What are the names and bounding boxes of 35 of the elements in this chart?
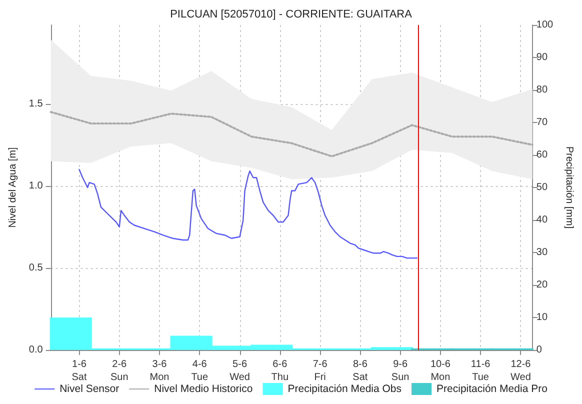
y-tick-label: 0.5 — [28, 262, 44, 274]
y-tick-label: 1.0 — [28, 180, 44, 192]
y-axis-title: Nivel del Agua [m] — [8, 146, 18, 228]
chart-title: PILCUAN [52057010] - CORRIENTE: GUAITARA — [170, 8, 413, 20]
y2-tick-label: 80 — [536, 84, 548, 96]
y2-axis-title: Precipitación [mm] — [564, 146, 574, 229]
x-tick-label: 4-6 Tue — [191, 359, 208, 383]
legend-label: Nivel Sensor — [60, 383, 120, 395]
y2-tick-label: 100 — [536, 20, 554, 30]
x-tick-label: 7-6 Fri — [312, 359, 328, 383]
x-tick-label: 3-6 Mon — [150, 359, 170, 383]
y2-tick-label: 20 — [536, 280, 548, 290]
y2-tick-label: 60 — [536, 150, 548, 160]
x-tick-label: 1-6 Sat — [72, 359, 87, 383]
x-tick-label: 6-6 Thu — [271, 359, 289, 383]
y-tick-label: 0.0 — [28, 344, 44, 356]
y-tick-label: 1.5 — [28, 98, 44, 110]
x-tick-label: 10-6 Mon — [430, 359, 451, 383]
x-tick-label: 5-6 Wed — [230, 359, 250, 383]
legend-label: Precipitación Media Pro — [436, 383, 548, 395]
y2-tick-label: 0 — [536, 344, 542, 356]
x-tick-label: 11-6 Tue — [470, 359, 491, 383]
y2-tick-label: 90 — [536, 52, 548, 63]
line-series — [50, 110, 534, 158]
legend-label: Precipitación Media Obs — [288, 383, 402, 395]
x-tick-label: 12-6 Wed — [510, 359, 532, 383]
y2-tick-label: 40 — [536, 214, 548, 226]
x-tick-label: 9-6 Sun — [391, 359, 410, 383]
legend-label: Nivel Medio Historico — [154, 383, 253, 395]
y2-tick-label: 50 — [536, 182, 548, 193]
y2-tick-label: 30 — [536, 247, 548, 258]
x-tick-label: 2-6 Sun — [110, 359, 128, 383]
y2-tick-label: 70 — [536, 117, 548, 128]
x-tick-label: 8-6 Sat — [352, 359, 368, 383]
y2-tick-label: 10 — [536, 312, 548, 323]
